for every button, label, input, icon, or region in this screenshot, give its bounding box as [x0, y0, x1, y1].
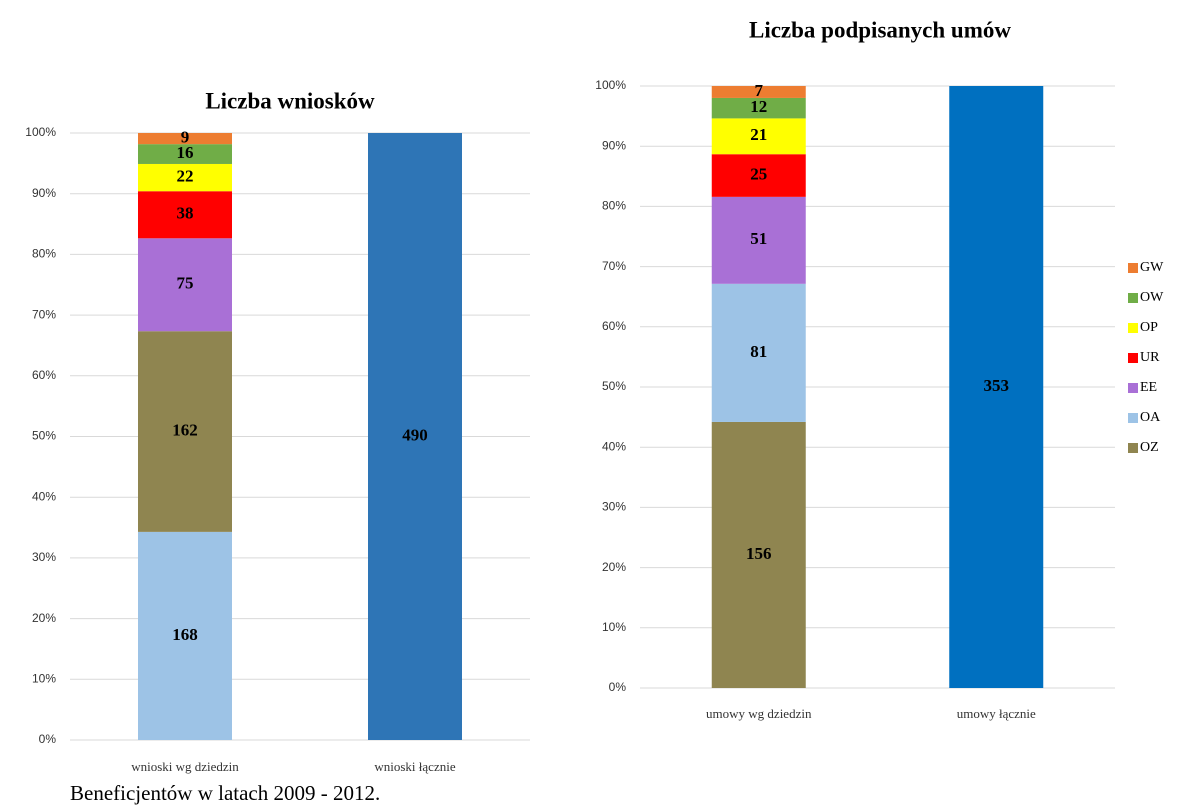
data-label: 490	[402, 425, 428, 444]
bar-segment	[711, 421, 806, 688]
bar-segment	[138, 133, 232, 145]
chart-title: Liczba wniosków	[205, 88, 375, 113]
data-label: 81	[750, 342, 767, 361]
y-tick-label: 90%	[602, 138, 626, 152]
y-tick-label: 60%	[602, 319, 626, 333]
legend-label: OA	[1140, 410, 1161, 425]
y-tick-label: 0%	[39, 732, 57, 746]
legend-swatch	[1128, 263, 1138, 273]
y-tick-label: 70%	[32, 307, 56, 321]
bar-segment	[138, 531, 232, 740]
y-tick-label: 30%	[602, 500, 626, 514]
y-tick-label: 20%	[602, 560, 626, 574]
legend-swatch	[1128, 353, 1138, 363]
bar-segment	[138, 144, 232, 164]
bar-segment	[138, 331, 232, 532]
legend-swatch	[1128, 383, 1138, 393]
bar-segment	[711, 118, 806, 155]
data-label: 21	[750, 125, 767, 144]
y-tick-label: 80%	[602, 199, 626, 213]
y-tick-label: 20%	[32, 611, 56, 625]
bar-segment	[711, 283, 806, 422]
y-tick-label: 100%	[25, 125, 56, 139]
caption: Beneficjentów w latach 2009 - 2012.	[70, 781, 380, 805]
data-label: 9	[181, 127, 190, 146]
data-label: 38	[177, 204, 194, 223]
bar-segment	[949, 86, 1044, 688]
y-tick-label: 10%	[602, 620, 626, 634]
bar-segment	[138, 191, 232, 239]
y-tick-label: 30%	[32, 550, 56, 564]
bar-segment	[138, 163, 232, 192]
legend-swatch	[1128, 293, 1138, 303]
bar-segment	[711, 154, 806, 197]
legend-label: EE	[1140, 380, 1157, 395]
y-tick-label: 50%	[32, 429, 56, 443]
y-tick-label: 50%	[602, 379, 626, 393]
y-tick-label: 100%	[595, 78, 626, 92]
data-label: 168	[172, 625, 198, 644]
chart-title: Liczba podpisanych umów	[749, 17, 1011, 42]
legend-swatch	[1128, 323, 1138, 333]
y-tick-label: 90%	[32, 186, 56, 200]
x-tick-label: umowy łącznie	[957, 706, 1036, 721]
data-label: 22	[177, 167, 194, 186]
legend-label: GW	[1140, 260, 1164, 275]
legend-label: OZ	[1140, 440, 1159, 455]
y-tick-label: 60%	[32, 368, 56, 382]
data-label: 16	[177, 143, 194, 162]
x-tick-label: umowy wg dziedzin	[706, 706, 812, 721]
y-tick-label: 40%	[32, 489, 56, 503]
bar-segment	[711, 97, 806, 119]
data-label: 353	[984, 376, 1010, 395]
bar-segment	[711, 86, 806, 98]
x-tick-label: wnioski łącznie	[374, 759, 455, 774]
data-label: 12	[750, 97, 767, 116]
data-label: 51	[750, 229, 767, 248]
bar-segment	[711, 196, 806, 284]
legend-label: OP	[1140, 320, 1158, 335]
data-label: 25	[750, 164, 767, 183]
legend-label: OW	[1140, 290, 1164, 305]
bar-segment	[138, 238, 232, 332]
legend-swatch	[1128, 413, 1138, 423]
x-tick-label: wnioski wg dziedzin	[131, 759, 239, 774]
y-tick-label: 80%	[32, 247, 56, 261]
legend-swatch	[1128, 443, 1138, 453]
data-label: 162	[172, 420, 198, 439]
data-label: 156	[746, 544, 772, 563]
y-tick-label: 70%	[602, 259, 626, 273]
legend-label: UR	[1140, 350, 1160, 365]
y-tick-label: 0%	[609, 680, 627, 694]
bar-segment	[368, 133, 462, 740]
data-label: 75	[177, 274, 194, 293]
y-tick-label: 40%	[602, 439, 626, 453]
y-tick-label: 10%	[32, 671, 56, 685]
data-label: 7	[755, 81, 764, 100]
